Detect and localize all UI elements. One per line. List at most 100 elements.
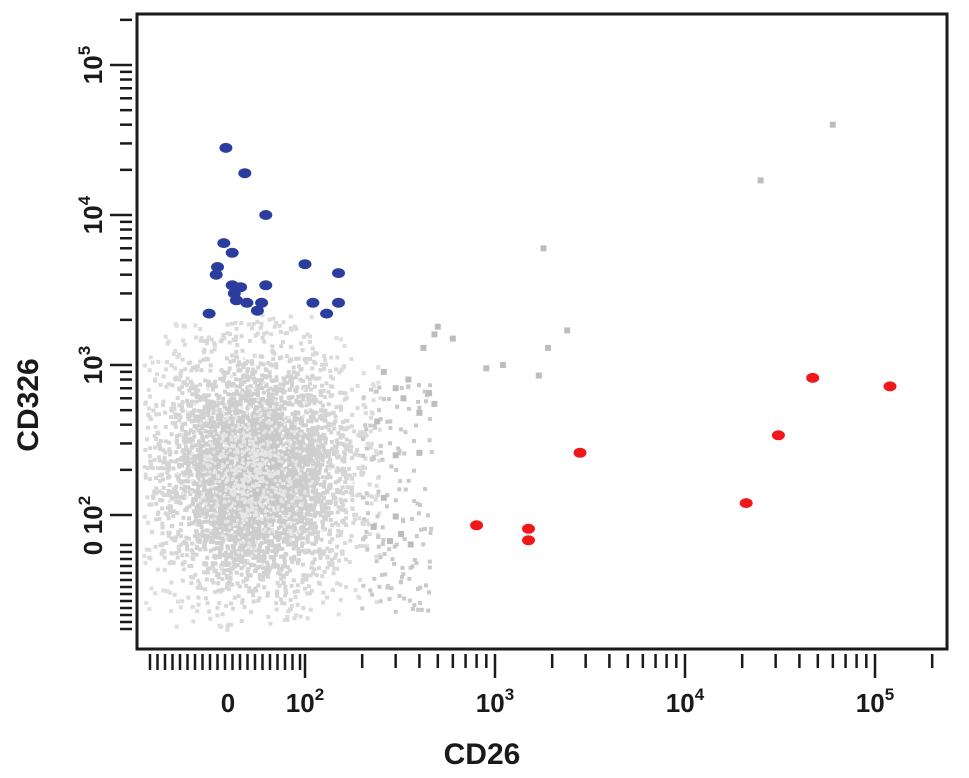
density-event	[281, 575, 286, 580]
density-event	[247, 424, 252, 429]
density-event	[230, 422, 234, 427]
density-sparse-event	[412, 439, 417, 443]
density-event	[345, 485, 350, 490]
density-sparse-event	[390, 557, 395, 562]
density-event	[145, 466, 150, 470]
density-core-event	[224, 535, 227, 539]
density-core-event	[280, 453, 284, 457]
density-core-event	[265, 485, 268, 489]
density-event	[290, 471, 295, 476]
density-event	[189, 548, 194, 553]
density-event	[271, 449, 276, 454]
density-event	[337, 558, 342, 563]
density-event	[239, 572, 244, 577]
density-event	[271, 388, 276, 393]
density-event	[247, 338, 252, 343]
density-event	[266, 361, 271, 365]
density-event	[356, 453, 361, 458]
density-event	[242, 605, 247, 609]
density-event	[271, 356, 276, 361]
density-event	[160, 498, 165, 503]
density-event	[210, 415, 215, 420]
density-core-event	[240, 492, 244, 496]
density-event	[288, 598, 293, 602]
density-event	[215, 463, 220, 467]
density-event	[291, 511, 296, 515]
density-event	[312, 567, 317, 572]
density-event	[257, 573, 262, 578]
density-event	[157, 444, 162, 449]
density-event	[190, 541, 194, 546]
density-event	[198, 533, 203, 538]
density-event	[260, 445, 265, 450]
density-event	[288, 326, 293, 331]
density-event	[283, 585, 288, 590]
density-event	[259, 540, 264, 545]
density-event	[322, 484, 327, 488]
density-core-event	[281, 489, 285, 493]
density-core-event	[295, 508, 299, 512]
density-event	[193, 572, 198, 577]
density-event	[326, 390, 331, 395]
density-core-event	[270, 475, 274, 479]
density-event	[158, 479, 162, 483]
density-event	[324, 412, 328, 417]
density-event	[239, 321, 244, 325]
density-core-event	[268, 454, 272, 457]
density-sparse-event	[388, 425, 393, 430]
density-event	[231, 606, 235, 611]
density-event	[300, 348, 305, 353]
density-sparse-event	[370, 592, 375, 597]
density-event	[284, 354, 289, 359]
density-core-event	[238, 507, 241, 511]
density-event	[209, 521, 213, 526]
density-event	[291, 506, 295, 511]
density-event	[242, 559, 247, 564]
density-core-event	[266, 469, 270, 473]
density-event	[226, 522, 231, 527]
density-event	[340, 551, 345, 556]
density-core-event	[282, 525, 286, 529]
density-core-event	[298, 450, 302, 454]
density-sparse-event	[385, 585, 390, 590]
density-event	[307, 468, 311, 473]
density-event	[367, 482, 372, 487]
density-event	[244, 583, 249, 588]
density-event	[199, 368, 204, 373]
gray-event-point	[545, 344, 551, 351]
density-event	[247, 429, 252, 434]
density-core-event	[204, 502, 208, 506]
density-event	[354, 450, 359, 455]
density-event	[302, 494, 307, 499]
density-event	[290, 402, 295, 407]
density-event	[222, 516, 227, 521]
density-event	[314, 447, 319, 452]
density-event	[308, 408, 313, 413]
density-core-event	[250, 554, 253, 558]
density-event	[200, 434, 205, 439]
density-event	[309, 565, 314, 570]
density-event	[322, 354, 327, 358]
density-event	[203, 561, 208, 566]
density-event	[172, 407, 177, 411]
density-event	[218, 419, 223, 423]
density-event	[282, 618, 287, 622]
density-event	[231, 560, 236, 565]
density-event	[182, 324, 187, 329]
density-event	[148, 465, 153, 470]
density-event	[225, 582, 230, 587]
y-tick-label: 102	[75, 496, 108, 534]
density-event	[322, 516, 327, 521]
density-event	[343, 469, 348, 474]
density-event	[364, 433, 369, 438]
density-event	[297, 402, 302, 407]
density-core-event	[212, 484, 216, 488]
red-event-point	[883, 381, 897, 392]
density-core-event	[351, 481, 355, 485]
density-event	[304, 577, 309, 582]
density-event	[251, 593, 256, 598]
density-core-event	[234, 417, 238, 421]
density-event	[169, 504, 173, 509]
density-event	[263, 444, 268, 449]
